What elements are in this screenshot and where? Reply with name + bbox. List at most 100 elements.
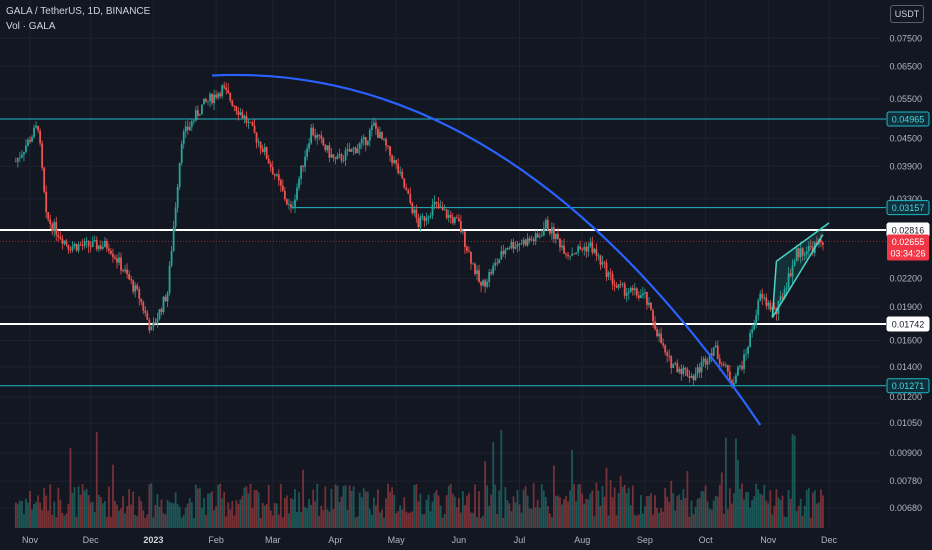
candle-body: [526, 238, 529, 246]
volume-bar: [720, 472, 723, 528]
candle-body: [304, 156, 306, 167]
candle-body: [364, 136, 367, 145]
candle-body: [781, 296, 784, 299]
volume-bar: [326, 509, 329, 528]
volume-bar: [637, 514, 640, 528]
volume-bar: [550, 517, 553, 528]
candle-body: [565, 253, 567, 255]
candle-body: [241, 112, 244, 118]
candle-body: [726, 365, 729, 372]
volume-bar: [623, 484, 626, 528]
volume-bar: [43, 487, 46, 528]
volume-bar: [14, 502, 17, 528]
candle-body: [395, 160, 398, 164]
volume-bar: [277, 514, 280, 528]
volume-bar: [538, 508, 541, 528]
volume-bar: [190, 502, 193, 528]
candle-body: [542, 228, 545, 236]
candle-body: [372, 122, 375, 126]
volume-bar: [413, 485, 416, 528]
volume-bar: [203, 498, 205, 528]
candle-body: [176, 186, 179, 208]
volume-bar: [443, 513, 446, 528]
y-tick-label: 0.03300: [889, 194, 922, 204]
volume-bar: [684, 497, 687, 528]
candle-body: [728, 371, 731, 381]
volume-bar: [25, 498, 27, 528]
candle-body: [273, 174, 276, 176]
candle-body: [561, 245, 563, 248]
candle-body: [720, 363, 723, 365]
volume-bar: [27, 502, 29, 528]
volume-bar: [526, 495, 529, 528]
volume-bar: [670, 480, 673, 528]
volume-bar: [61, 512, 64, 528]
volume-bar: [235, 500, 238, 528]
candle-body: [431, 204, 434, 216]
volume-bar: [393, 494, 396, 528]
volume-bar: [767, 503, 770, 528]
candle-body: [182, 131, 185, 144]
volume-bar: [518, 504, 521, 528]
volume-bar: [546, 506, 549, 528]
volume-bar: [617, 492, 620, 528]
candle-body: [591, 242, 594, 253]
candle-body: [186, 126, 189, 130]
volume-bar: [731, 503, 733, 528]
volume-bar: [377, 489, 379, 528]
candle-body: [168, 265, 171, 294]
volume-bar: [799, 498, 802, 528]
volume-bar: [132, 491, 135, 528]
volume-label: Vol · GALA: [6, 21, 56, 32]
candle-body: [662, 343, 665, 346]
volume-bar: [696, 499, 699, 528]
drawings[interactable]: [211, 73, 830, 426]
volume-bar: [672, 493, 675, 528]
volume-bar: [716, 496, 719, 528]
candle-body: [605, 262, 608, 277]
candle-body: [801, 248, 804, 256]
currency-button[interactable]: USDT: [890, 5, 924, 23]
volume-bar: [372, 497, 375, 528]
volume-bar: [583, 503, 586, 528]
candle-body: [306, 148, 309, 157]
candle-body: [514, 246, 517, 249]
candle-body: [57, 234, 60, 237]
volume-bar: [544, 497, 547, 528]
candle-body: [577, 246, 580, 253]
volume-bar: [777, 497, 780, 528]
candle-body: [336, 155, 339, 160]
y-tick-label: 0.01200: [889, 392, 922, 402]
candle-body: [217, 93, 220, 98]
volume-bar: [680, 499, 683, 528]
candle-body: [229, 93, 232, 101]
volume-bar: [318, 515, 321, 528]
volume-bar: [397, 511, 400, 528]
candle-body: [625, 293, 628, 296]
volume-bar: [168, 501, 171, 528]
descending-curve: [211, 73, 762, 426]
price-axis[interactable]: 0.07500 0.06500 0.05500 0.04500 0.03900 0.033…: [889, 33, 922, 513]
candle-body: [209, 93, 211, 101]
volume-bar: [269, 510, 272, 528]
volume-bar: [324, 486, 327, 528]
candle-body: [399, 171, 402, 173]
volume-bar: [294, 489, 296, 528]
volume-bar: [255, 489, 258, 528]
candle-body: [680, 368, 683, 375]
volume-bar: [593, 516, 596, 528]
horizontal-levels[interactable]: [0, 118, 886, 387]
candle-body: [692, 375, 695, 381]
time-axis[interactable]: Nov Dec 2023 Feb Mar Apr May Jun Jul Aug Sep Oct Nov…: [22, 535, 838, 545]
volume-bar: [259, 517, 262, 528]
candle-body: [435, 201, 438, 204]
candle-body: [300, 165, 302, 179]
volume-bar: [253, 490, 256, 528]
x-tick-label: Jul: [514, 535, 526, 545]
candle-body: [51, 223, 54, 232]
candle-body: [393, 160, 396, 164]
volume-bar: [658, 512, 660, 528]
volume-bar: [95, 432, 98, 528]
